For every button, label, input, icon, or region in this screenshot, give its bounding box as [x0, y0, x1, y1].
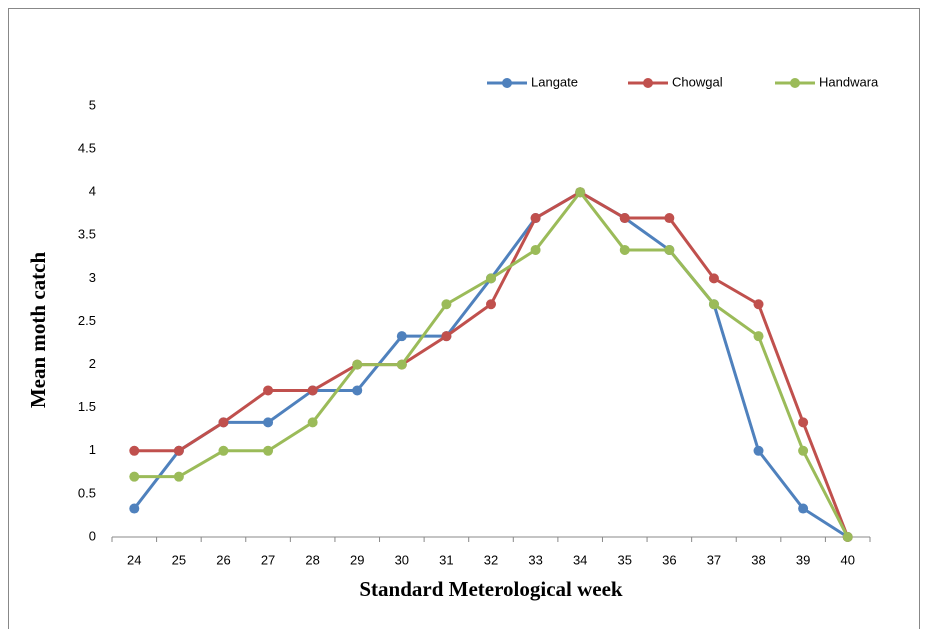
point: [798, 445, 809, 456]
point: [396, 359, 407, 370]
x-tick-label: 38: [751, 552, 765, 567]
y-tick-label: 2.5: [78, 313, 96, 328]
point: [486, 299, 496, 310]
x-tick-label: 34: [573, 552, 587, 567]
point: [530, 213, 541, 224]
y-tick-label: 1.5: [78, 399, 96, 414]
x-tick-label: 29: [350, 552, 364, 567]
x-tick-label: 27: [261, 552, 275, 567]
point: [798, 503, 809, 514]
x-tick-label: 32: [484, 552, 498, 567]
y-tick-label: 3: [89, 270, 96, 285]
frame: [8, 8, 920, 629]
legend-label: Langate: [531, 74, 578, 89]
x-tick-label: 24: [127, 552, 141, 567]
point: [530, 244, 541, 255]
point: [441, 331, 452, 342]
point: [129, 445, 140, 456]
point: [753, 331, 764, 342]
y-tick-label: 4.5: [78, 141, 96, 156]
legend-label: Handwara: [819, 74, 879, 89]
x-tick-label: 26: [216, 552, 230, 567]
x-tick-label: 25: [172, 552, 186, 567]
x-tick-label: 39: [796, 552, 810, 567]
point: [352, 385, 363, 396]
point: [396, 331, 407, 342]
point: [307, 385, 318, 396]
point: [307, 417, 318, 428]
legend-marker: [643, 78, 653, 88]
point: [129, 503, 140, 514]
point: [753, 299, 764, 310]
point: [129, 471, 140, 482]
point: [619, 213, 630, 224]
point: [218, 445, 229, 456]
y-tick-label: 0: [89, 528, 96, 543]
x-tick-label: 30: [395, 552, 409, 567]
point: [263, 417, 274, 428]
point: [664, 213, 675, 224]
x-axis-title: Standard Meterological week: [359, 577, 623, 601]
x-tick-label: 36: [662, 552, 676, 567]
point: [575, 187, 586, 198]
y-tick-label: 0.5: [78, 485, 96, 500]
point: [352, 359, 363, 370]
y-tick-label: 2: [89, 356, 96, 371]
point: [619, 244, 630, 255]
point: [173, 445, 184, 456]
point: [708, 299, 719, 310]
x-tick-label: 33: [528, 552, 542, 567]
y-tick-label: 3.5: [78, 227, 96, 242]
y-axis-title: Mean moth catch: [26, 252, 50, 409]
point: [218, 417, 229, 428]
point: [798, 417, 809, 428]
x-tick-label: 37: [707, 552, 721, 567]
point: [486, 273, 496, 284]
legend-marker: [502, 78, 512, 88]
point: [842, 532, 853, 542]
y-tick-label: 5: [89, 97, 96, 112]
point: [753, 445, 764, 456]
point: [173, 471, 184, 482]
point: [708, 273, 719, 284]
legend-label: Chowgal: [672, 74, 723, 89]
y-tick-label: 4: [89, 184, 96, 199]
x-tick-label: 28: [305, 552, 319, 567]
x-tick-label: 40: [840, 552, 854, 567]
x-tick-label: 35: [618, 552, 632, 567]
point: [263, 385, 274, 396]
point: [441, 299, 452, 310]
point: [263, 445, 274, 456]
legend-marker: [790, 78, 800, 88]
y-tick-label: 1: [89, 442, 96, 457]
point: [664, 244, 675, 255]
x-tick-label: 31: [439, 552, 453, 567]
